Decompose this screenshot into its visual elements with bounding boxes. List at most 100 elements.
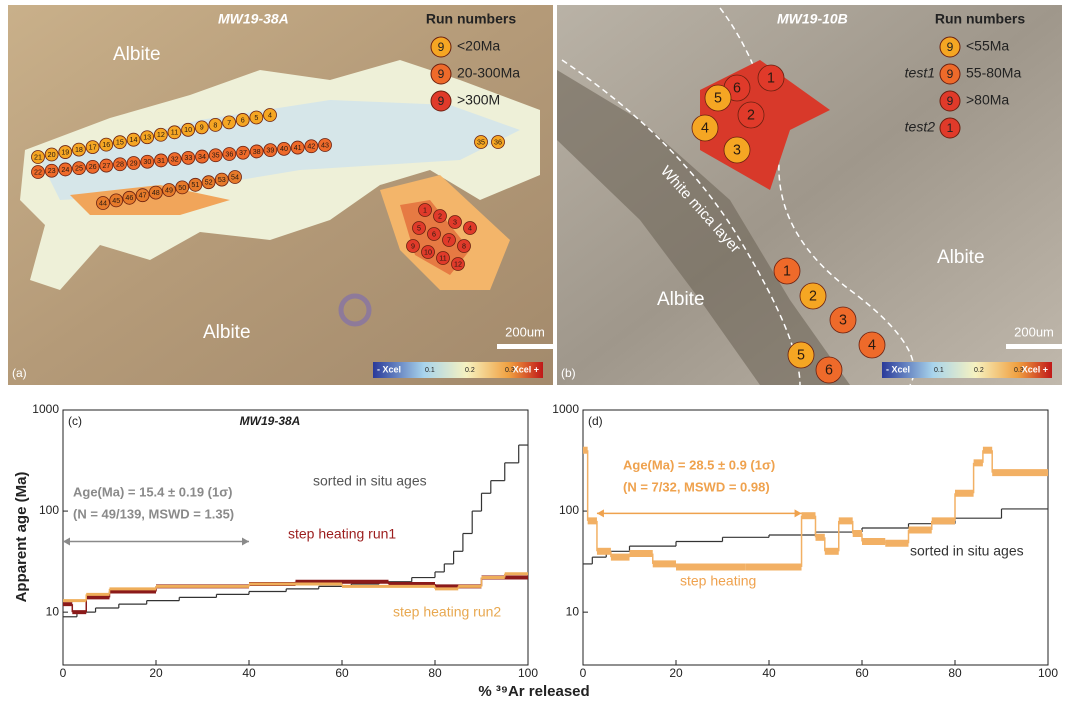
spot: [195, 149, 209, 164]
y-tick-label: 1000: [552, 402, 579, 416]
spot-label: 19: [61, 148, 69, 156]
spot: [126, 132, 141, 147]
spot-label: 5: [417, 224, 421, 232]
spot: [31, 150, 45, 164]
spot-label: 1: [423, 206, 427, 214]
legend-symbol-label: 9: [438, 94, 445, 108]
colorbar: [373, 362, 543, 378]
legend-symbol-label: 9: [947, 40, 954, 54]
spot-label: 27: [102, 162, 110, 170]
spot-label: 3: [453, 218, 457, 226]
arrow-head: [63, 537, 70, 546]
place-label: Albite: [937, 247, 985, 268]
legend-symbol-label: 9: [947, 67, 954, 81]
panel-label: (d): [588, 414, 603, 428]
spot: [99, 137, 114, 152]
legend-label: >80Ma: [966, 92, 1009, 108]
x-tick-label: 40: [242, 666, 256, 680]
spot: [162, 183, 176, 197]
y-tick-label: 1000: [32, 402, 59, 416]
spot: [277, 141, 291, 156]
pit: [338, 293, 372, 327]
spot-label: 51: [191, 181, 199, 189]
place-label: Albite: [203, 322, 251, 343]
series-label: step heating run2: [393, 604, 501, 620]
spot: [208, 148, 223, 163]
legend-symbol: [939, 117, 961, 139]
x-tick-label: 80: [428, 666, 442, 680]
spot: [474, 135, 488, 149]
scale-bar: [1006, 344, 1062, 349]
series-label: step heating: [680, 573, 756, 589]
spot-label: 2: [747, 107, 755, 123]
spot-label: 35: [477, 138, 485, 146]
spot: [451, 257, 465, 271]
spot: [122, 190, 137, 205]
spot-label: 10: [424, 248, 432, 256]
spot-label: 47: [139, 192, 147, 200]
legend-symbol: [430, 90, 452, 112]
spot-label: 48: [152, 189, 160, 197]
legend-symbol-label: 9: [438, 40, 445, 54]
spot: [214, 172, 229, 187]
y-tick-label: 100: [39, 503, 59, 517]
place-label: Albite: [113, 44, 161, 65]
spot-label: 7: [227, 119, 231, 127]
spot-label: 20: [48, 151, 56, 159]
legend-symbol-label: 9: [438, 67, 445, 81]
spot-label: 1: [783, 263, 791, 279]
legend-symbol: [939, 63, 961, 85]
spot-label: 6: [825, 362, 833, 378]
x-tick-label: 40: [762, 666, 776, 680]
x-tick-label: 0: [580, 666, 587, 680]
spot: [140, 130, 155, 145]
spot: [222, 115, 236, 130]
spot: [167, 152, 182, 167]
scale-label: 200um: [1014, 324, 1054, 339]
spot: [85, 140, 100, 155]
spot: [85, 159, 100, 174]
spot: [148, 185, 163, 200]
spot: [691, 114, 719, 142]
spot: [72, 161, 86, 176]
spot-label: 15: [116, 139, 124, 147]
spot-label: 9: [200, 124, 204, 132]
x-tick-label: 100: [518, 666, 538, 680]
spot-label: 35: [212, 152, 220, 160]
x-tick-label: 0: [60, 666, 67, 680]
spot-label: 21: [34, 153, 42, 161]
spot: [181, 150, 196, 165]
spot-label: 5: [714, 90, 722, 106]
legend-tag: test1: [905, 65, 935, 81]
spot-label: 34: [198, 153, 206, 161]
legend-symbol: [939, 36, 961, 58]
spot: [290, 140, 305, 155]
series-label: sorted in situ ages: [313, 473, 427, 489]
spot: [263, 143, 278, 158]
arrow-head: [242, 537, 249, 546]
x-tick-label: 20: [149, 666, 163, 680]
spot-label: 31: [157, 157, 165, 165]
spot: [799, 282, 827, 310]
spot-label: 4: [468, 224, 472, 232]
spot-label: 40: [280, 145, 288, 153]
spot: [167, 125, 182, 140]
spot: [457, 239, 471, 253]
y-tick-label: 10: [566, 604, 580, 618]
x-tick-label: 60: [855, 666, 869, 680]
spot-label: 33: [184, 154, 192, 162]
place-label: Albite: [657, 289, 705, 310]
spot: [787, 341, 815, 369]
spot-label: 32: [171, 156, 179, 164]
spot: [44, 163, 59, 178]
spot: [491, 135, 505, 149]
map-region: [70, 185, 230, 215]
plot-frame: [582, 409, 1049, 666]
spot: [412, 221, 426, 235]
spot: [181, 122, 196, 137]
spot-label: 6: [241, 116, 245, 124]
spot: [31, 165, 45, 179]
spot: [175, 180, 190, 195]
spot-label: 49: [165, 186, 173, 194]
